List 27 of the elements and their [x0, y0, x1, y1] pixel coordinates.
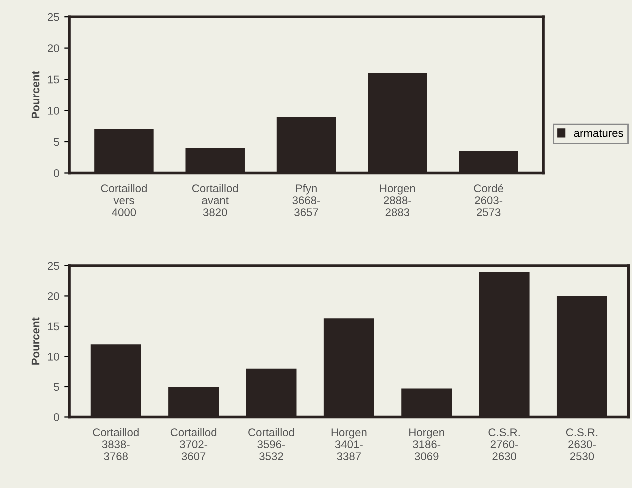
- y-tick-label: 20: [48, 292, 60, 300]
- x-tick-label: Cortaillod 3596- 3532: [248, 428, 294, 460]
- x-tick-label: Horgen 2888- 2883: [380, 184, 416, 216]
- y-tick-label: 15: [48, 76, 60, 84]
- y-tick-label: 10: [48, 352, 60, 361]
- x-tick-label: Cortaillod 3702- 3607: [170, 428, 217, 460]
- y-tick-label: 5: [54, 383, 60, 392]
- x-tick-label: Pfyn 3668- 3657: [292, 184, 320, 216]
- x-tick-label: Horgen 3401- 3387: [332, 428, 367, 460]
- y-tick-label: 25: [48, 262, 60, 270]
- y-tick-label: 10: [48, 107, 60, 115]
- x-tick-label: C.S.R. 2760- 2630: [488, 428, 520, 460]
- x-tick-label: C.S.R. 2630- 2530: [566, 428, 598, 460]
- legend-label: armatures: [574, 130, 624, 138]
- x-tick-label: Cortaillod vers 4000: [101, 184, 147, 216]
- x-tick-label: Cortaillod avant 3820: [192, 184, 238, 216]
- y-tick-label: 0: [54, 170, 60, 178]
- x-tick-label: Cordé 2603- 2573: [474, 184, 504, 216]
- y-axis-title: Pourcent: [32, 318, 40, 365]
- y-tick-label: 5: [54, 138, 60, 146]
- x-tick-label: Horgen 3186- 3069: [410, 428, 444, 460]
- y-tick-label: 0: [54, 414, 60, 422]
- y-tick-label: 15: [48, 322, 60, 331]
- x-tick-label: Cortaillod 3838- 3768: [93, 428, 139, 460]
- y-axis-title: Pourcent: [32, 71, 40, 118]
- y-tick-label: 25: [48, 13, 60, 22]
- y-tick-label: 20: [48, 44, 60, 52]
